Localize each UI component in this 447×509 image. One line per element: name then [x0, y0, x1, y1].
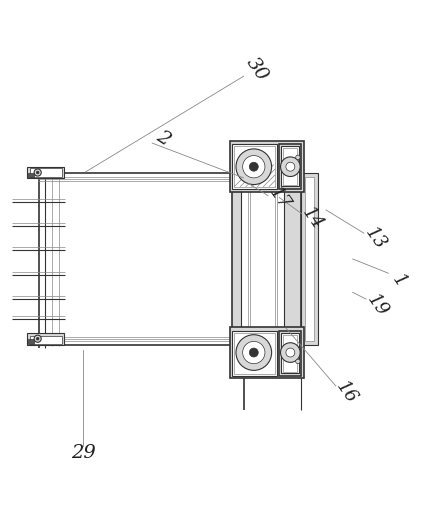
Circle shape [286, 348, 295, 357]
Bar [282, 146, 299, 186]
Text: 17: 17 [265, 184, 293, 213]
Bar [230, 327, 304, 378]
Circle shape [281, 157, 300, 177]
Bar [232, 331, 277, 376]
Bar [28, 173, 34, 178]
Bar [283, 335, 297, 372]
Text: 13: 13 [361, 224, 389, 253]
Bar [30, 168, 62, 177]
Bar [301, 174, 318, 345]
Bar [241, 174, 284, 345]
Bar [28, 339, 34, 344]
Bar [279, 331, 301, 376]
Bar [234, 146, 275, 187]
Text: 19: 19 [363, 291, 391, 320]
Bar [282, 333, 299, 374]
Bar [27, 333, 64, 345]
Text: 14: 14 [299, 204, 327, 234]
Circle shape [295, 155, 300, 160]
Circle shape [236, 335, 272, 371]
Circle shape [34, 335, 41, 342]
Circle shape [286, 162, 295, 171]
Circle shape [36, 337, 39, 340]
Circle shape [243, 342, 265, 363]
Circle shape [295, 359, 300, 363]
Text: 30: 30 [242, 54, 271, 85]
Circle shape [249, 162, 258, 171]
Bar [232, 144, 277, 188]
Bar [27, 167, 64, 178]
Text: 1: 1 [389, 271, 410, 291]
Bar [30, 335, 62, 344]
Circle shape [36, 171, 39, 174]
Bar [232, 174, 301, 345]
Bar [283, 148, 297, 185]
Bar [304, 177, 314, 342]
Bar [234, 333, 275, 374]
Circle shape [236, 149, 272, 185]
Circle shape [34, 169, 41, 176]
Bar [230, 141, 304, 192]
Circle shape [243, 156, 265, 178]
Bar [279, 144, 301, 188]
Text: 16: 16 [332, 378, 360, 407]
Circle shape [249, 348, 258, 357]
Circle shape [281, 343, 300, 362]
Text: 29: 29 [71, 444, 96, 462]
Text: 2: 2 [153, 128, 173, 150]
